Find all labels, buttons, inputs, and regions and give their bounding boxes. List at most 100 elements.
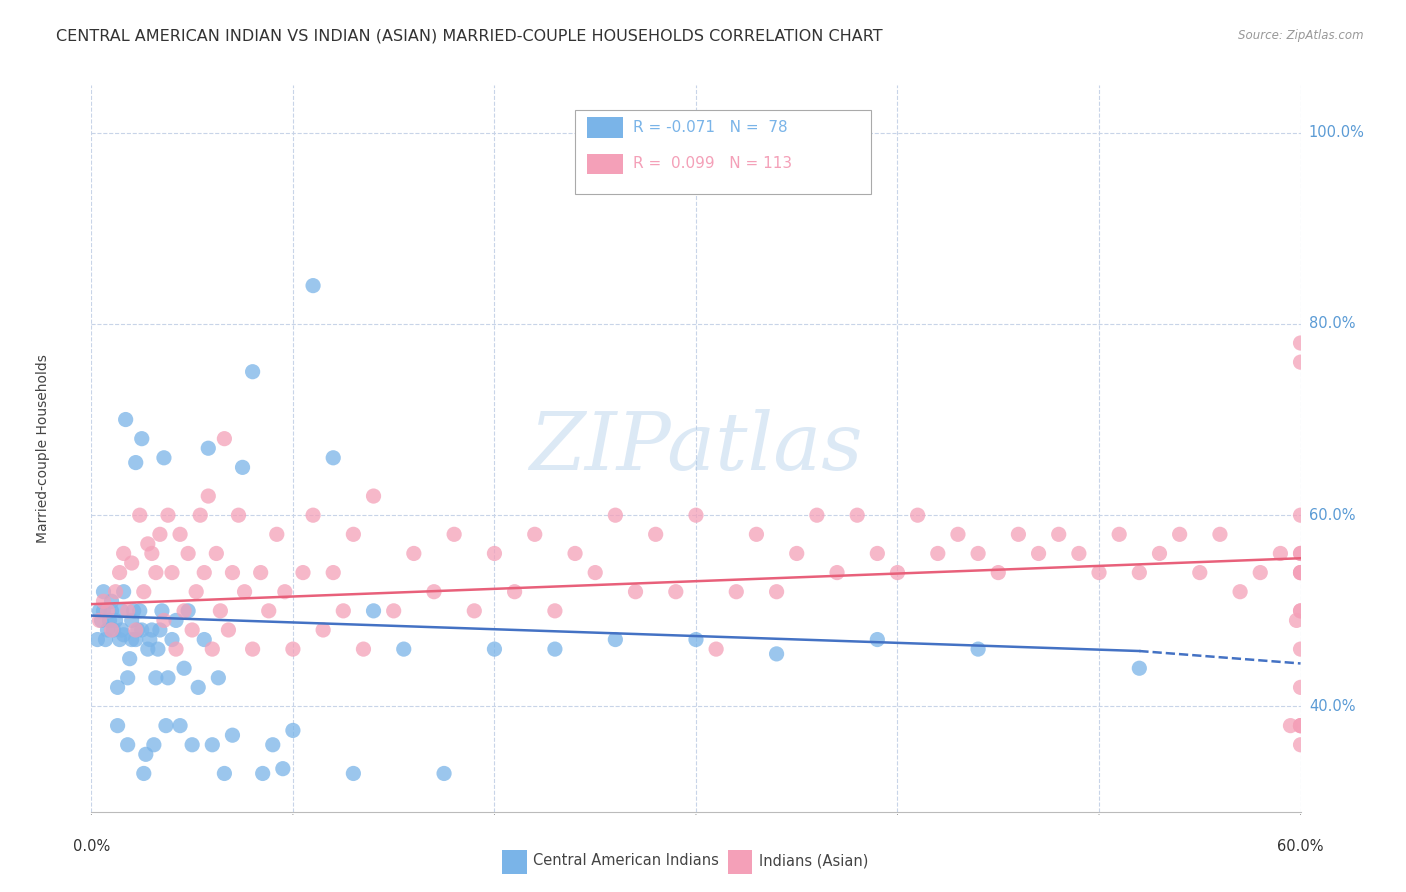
Point xyxy=(1088,566,1111,580)
Point xyxy=(107,681,129,695)
Point xyxy=(100,594,122,608)
Point xyxy=(332,604,354,618)
Point xyxy=(1289,738,1312,752)
Point xyxy=(111,604,132,618)
Text: R = -0.071   N =  78: R = -0.071 N = 78 xyxy=(633,120,787,135)
Point xyxy=(122,604,145,618)
Point xyxy=(142,738,165,752)
Point xyxy=(173,661,195,675)
Point xyxy=(160,632,183,647)
Point xyxy=(1289,642,1312,657)
Point xyxy=(704,642,727,657)
Point xyxy=(201,738,224,752)
Text: CENTRAL AMERICAN INDIAN VS INDIAN (ASIAN) MARRIED-COUPLE HOUSEHOLDS CORRELATION : CENTRAL AMERICAN INDIAN VS INDIAN (ASIAN… xyxy=(56,29,883,44)
Point xyxy=(117,738,139,752)
Point xyxy=(149,527,172,541)
Point xyxy=(128,604,150,618)
Point xyxy=(96,623,118,637)
Point xyxy=(187,681,209,695)
Point xyxy=(745,527,768,541)
Point xyxy=(484,546,506,560)
Point xyxy=(93,594,115,608)
Point xyxy=(127,623,149,637)
Point xyxy=(197,489,219,503)
Point xyxy=(583,566,606,580)
FancyBboxPatch shape xyxy=(502,849,527,874)
Point xyxy=(128,508,150,523)
Point xyxy=(1289,336,1312,351)
Point xyxy=(121,556,143,570)
Point xyxy=(207,671,229,685)
Point xyxy=(1289,566,1312,580)
Text: 80.0%: 80.0% xyxy=(1309,317,1355,332)
Point xyxy=(886,566,908,580)
Point xyxy=(1128,661,1150,675)
Point xyxy=(231,460,253,475)
Text: 0.0%: 0.0% xyxy=(73,839,110,855)
Point xyxy=(564,546,586,560)
Point xyxy=(544,642,567,657)
Point xyxy=(1168,527,1191,541)
Point xyxy=(605,508,627,523)
Point xyxy=(806,508,828,523)
Point xyxy=(153,450,176,465)
Point xyxy=(249,566,271,580)
Point xyxy=(443,527,465,541)
Point xyxy=(1149,546,1171,560)
Point xyxy=(132,766,155,780)
FancyBboxPatch shape xyxy=(588,153,623,174)
Point xyxy=(121,632,143,647)
Point xyxy=(112,628,135,642)
Point xyxy=(1047,527,1070,541)
Point xyxy=(392,642,415,657)
Point xyxy=(94,632,117,647)
Text: Source: ZipAtlas.com: Source: ZipAtlas.com xyxy=(1239,29,1364,42)
Point xyxy=(181,623,204,637)
Point xyxy=(228,508,250,523)
Point xyxy=(141,623,163,637)
Point xyxy=(1249,566,1271,580)
Point xyxy=(665,584,688,599)
Point xyxy=(90,614,112,628)
Point xyxy=(484,642,506,657)
Point xyxy=(1128,566,1150,580)
Text: 40.0%: 40.0% xyxy=(1309,699,1355,714)
Point xyxy=(181,738,204,752)
Point xyxy=(281,642,304,657)
Point xyxy=(217,623,239,637)
Point xyxy=(156,671,179,685)
Point xyxy=(117,604,139,618)
Point xyxy=(846,508,869,523)
Point xyxy=(402,546,425,560)
Point xyxy=(423,584,446,599)
Point xyxy=(112,546,135,560)
Point xyxy=(274,584,297,599)
Point xyxy=(1108,527,1130,541)
Point xyxy=(89,604,111,618)
Text: 60.0%: 60.0% xyxy=(1277,839,1324,855)
Point xyxy=(1270,546,1292,560)
Point xyxy=(150,604,173,618)
Point xyxy=(146,642,169,657)
Point xyxy=(125,632,148,647)
Point xyxy=(1188,566,1211,580)
Point xyxy=(1289,355,1312,369)
Point xyxy=(1209,527,1232,541)
Point xyxy=(544,604,567,618)
Point xyxy=(153,614,176,628)
Point xyxy=(155,718,177,732)
Point xyxy=(121,614,143,628)
Point xyxy=(946,527,969,541)
Point xyxy=(188,508,211,523)
Point xyxy=(987,566,1010,580)
Point xyxy=(644,527,666,541)
Point xyxy=(100,623,122,637)
Point xyxy=(281,723,304,738)
Point xyxy=(252,766,274,780)
FancyBboxPatch shape xyxy=(588,118,623,137)
Point xyxy=(1229,584,1251,599)
Point xyxy=(111,623,132,637)
Point xyxy=(363,489,385,503)
Point xyxy=(201,642,224,657)
Point xyxy=(135,747,157,762)
